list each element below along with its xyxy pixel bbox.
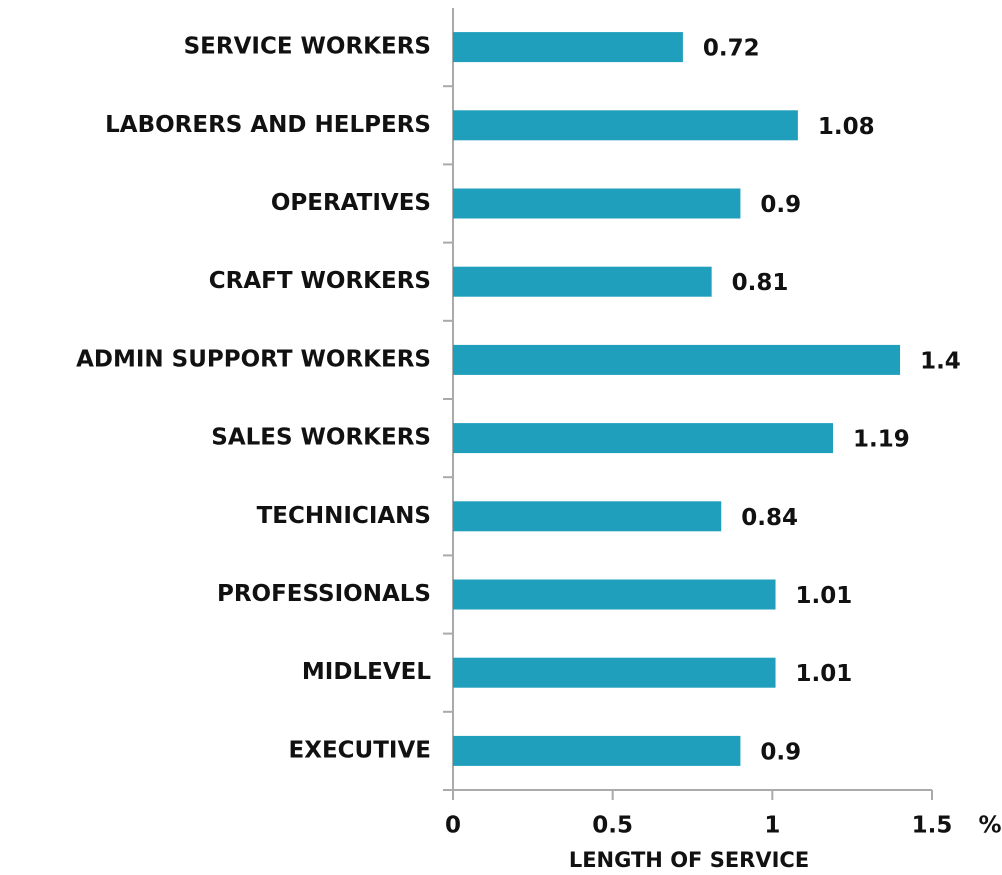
- value-label: 0.81: [732, 270, 789, 296]
- bar: [453, 110, 798, 141]
- value-label: 0.72: [703, 36, 760, 62]
- bar: [453, 266, 712, 297]
- value-label: 1.01: [796, 661, 853, 687]
- bar: [453, 501, 722, 532]
- bar: [453, 579, 776, 610]
- bar: [453, 188, 741, 219]
- y-tick-label: OPERATIVES: [271, 190, 431, 216]
- y-tick-label: TECHNICIANS: [257, 503, 431, 529]
- value-label: 1.4: [920, 348, 961, 374]
- x-tick-label: 1.5: [912, 813, 953, 839]
- x-tick-label: 1: [764, 813, 780, 839]
- bar: [453, 344, 901, 375]
- x-unit: %: [978, 813, 1001, 839]
- value-label: 0.9: [760, 192, 801, 218]
- bar: [453, 32, 683, 63]
- x-tick-label: 0.5: [592, 813, 633, 839]
- y-tick-label: SERVICE WORKERS: [184, 34, 431, 60]
- bar: [453, 423, 834, 454]
- x-axis-title: LENGTH OF SERVICE: [569, 848, 809, 872]
- value-label: 0.9: [760, 739, 801, 765]
- value-label: 1.19: [853, 427, 910, 453]
- y-tick-label: PROFESSIONALS: [217, 581, 431, 607]
- y-tick-label: ADMIN SUPPORT WORKERS: [76, 346, 431, 372]
- x-tick-label: 0: [445, 813, 461, 839]
- bar: [453, 657, 776, 688]
- y-tick-label: LABORERS AND HELPERS: [105, 112, 431, 138]
- value-label: 1.08: [818, 114, 875, 140]
- value-label: 1.01: [796, 583, 853, 609]
- y-tick-label: CRAFT WORKERS: [209, 268, 431, 294]
- y-tick-label: SALES WORKERS: [211, 425, 431, 451]
- bar: [453, 735, 741, 766]
- y-tick-label: MIDLEVEL: [302, 659, 431, 685]
- y-tick-label: EXECUTIVE: [289, 737, 431, 763]
- value-label: 0.84: [741, 505, 798, 531]
